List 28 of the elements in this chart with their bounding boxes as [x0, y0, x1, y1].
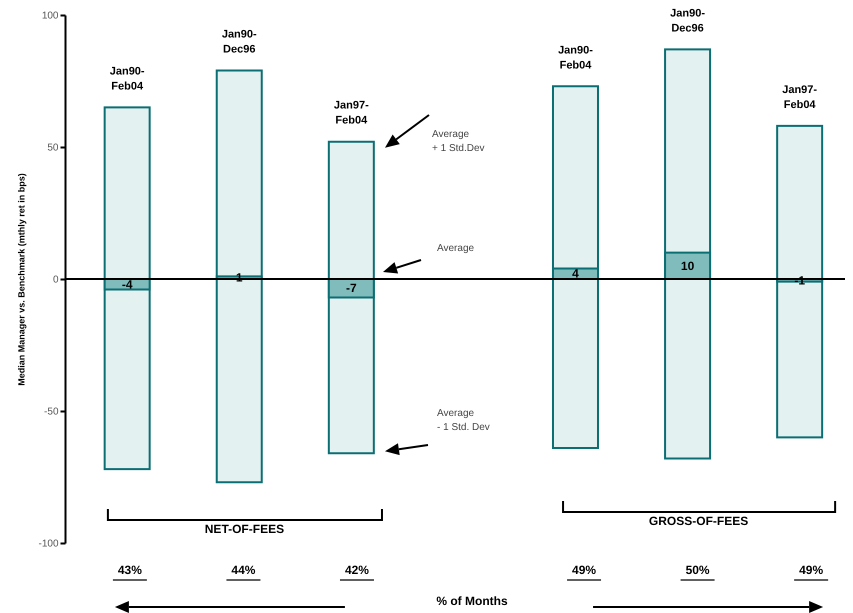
annotation: Average - 1 Std. Dev — [437, 408, 490, 433]
text: 43% — [118, 563, 142, 577]
annotation: GROSS-OF-FEES — [648, 514, 748, 528]
data-label: 4 — [572, 266, 580, 281]
text: 49% — [572, 563, 596, 577]
text: 44% — [231, 563, 256, 577]
x-tick-label: Jan97-Feb04 — [334, 100, 370, 127]
annotation: NET-OF-FEES — [204, 522, 284, 536]
y-axis-title: Median Manager vs. Benchmark (mthly ret in bps) — [16, 173, 26, 386]
data-label: 10 — [680, 258, 695, 273]
x-tick-label: Jan90-Feb04 — [558, 44, 594, 72]
data-label: -4 — [122, 277, 133, 292]
y-tick-label: 0 — [52, 274, 59, 286]
x-tick-label: Jan90-Dec96 — [222, 28, 258, 56]
data-label: -7 — [346, 281, 357, 296]
annotation: Average — [437, 243, 475, 254]
x-tick-label: Jan90-Feb04 — [110, 65, 145, 92]
annotation: Average + 1 Std.Dev — [432, 129, 485, 154]
text: 42% — [344, 563, 370, 577]
x-tick-label: Jan97-Feb04 — [782, 84, 818, 111]
y-tick-label: -50 — [44, 406, 59, 418]
x-tick-label: Jan90-Dec96 — [670, 7, 706, 34]
text: 50% — [686, 563, 710, 577]
y-tick-label: -100 — [38, 538, 59, 550]
text: 49% — [799, 563, 824, 577]
x-axis-title: % of Months — [436, 594, 508, 608]
y-tick-label: 50 — [47, 142, 59, 154]
y-tick-label: 100 — [42, 10, 59, 22]
